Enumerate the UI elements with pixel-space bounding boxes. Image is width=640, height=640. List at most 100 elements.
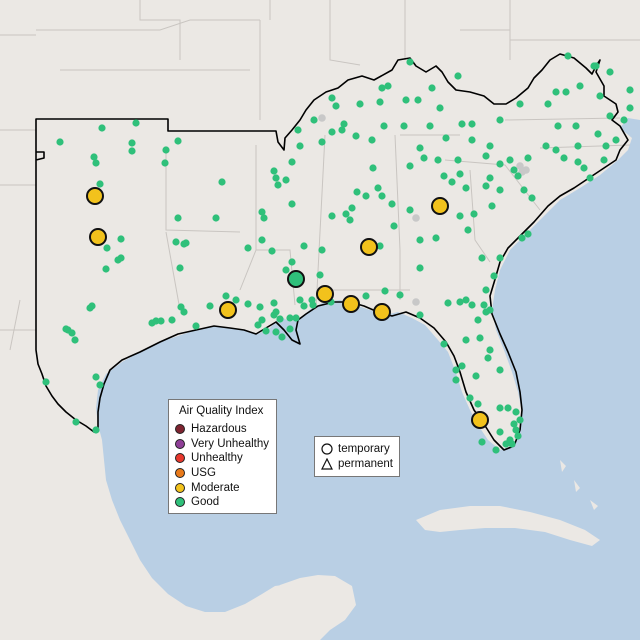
- good-site-marker[interactable]: [288, 200, 296, 208]
- good-site-marker[interactable]: [376, 242, 384, 250]
- good-site-marker[interactable]: [496, 404, 504, 412]
- good-site-marker[interactable]: [86, 304, 94, 312]
- good-site-marker[interactable]: [468, 301, 476, 309]
- good-site-marker[interactable]: [176, 264, 184, 272]
- good-site-marker[interactable]: [434, 156, 442, 164]
- good-site-marker[interactable]: [456, 170, 464, 178]
- good-site-marker[interactable]: [482, 286, 490, 294]
- good-site-marker[interactable]: [260, 214, 268, 222]
- good-site-marker[interactable]: [516, 416, 524, 424]
- good-site-marker[interactable]: [504, 404, 512, 412]
- good-site-marker[interactable]: [272, 308, 280, 316]
- good-site-marker[interactable]: [71, 336, 79, 344]
- good-site-marker[interactable]: [294, 126, 302, 134]
- good-site-marker[interactable]: [496, 428, 504, 436]
- good-site-marker[interactable]: [426, 122, 434, 130]
- moderate-site-marker[interactable]: [431, 197, 449, 215]
- good-site-marker[interactable]: [318, 246, 326, 254]
- moderate-site-marker[interactable]: [316, 285, 334, 303]
- good-site-marker[interactable]: [274, 181, 282, 189]
- good-site-marker[interactable]: [296, 142, 304, 150]
- good-site-marker[interactable]: [496, 254, 504, 262]
- good-site-marker[interactable]: [510, 420, 518, 428]
- good-site-marker[interactable]: [596, 92, 604, 100]
- good-site-marker[interactable]: [442, 134, 450, 142]
- good-site-marker[interactable]: [606, 112, 614, 120]
- good-site-marker[interactable]: [474, 400, 482, 408]
- good-site-marker[interactable]: [128, 139, 136, 147]
- good-site-marker[interactable]: [510, 166, 518, 174]
- good-site-marker[interactable]: [268, 247, 276, 255]
- good-site-marker[interactable]: [554, 122, 562, 130]
- good-site-marker[interactable]: [486, 142, 494, 150]
- good-site-marker[interactable]: [356, 100, 364, 108]
- good-site-marker[interactable]: [288, 258, 296, 266]
- good-site-marker[interactable]: [368, 136, 376, 144]
- good-site-marker[interactable]: [576, 82, 584, 90]
- good-site-marker[interactable]: [440, 340, 448, 348]
- good-site-marker[interactable]: [96, 381, 104, 389]
- good-site-marker[interactable]: [270, 167, 278, 175]
- good-site-marker[interactable]: [396, 291, 404, 299]
- good-site-marker[interactable]: [620, 116, 628, 124]
- good-site-marker[interactable]: [388, 200, 396, 208]
- good-site-marker[interactable]: [514, 172, 522, 180]
- good-site-marker[interactable]: [286, 325, 294, 333]
- good-site-marker[interactable]: [346, 216, 354, 224]
- good-site-marker[interactable]: [516, 100, 524, 108]
- inactive-site-marker[interactable]: [522, 166, 530, 174]
- good-site-marker[interactable]: [518, 234, 526, 242]
- good-site-marker[interactable]: [232, 296, 240, 304]
- good-site-marker[interactable]: [390, 222, 398, 230]
- good-site-marker[interactable]: [488, 202, 496, 210]
- good-site-marker[interactable]: [528, 194, 536, 202]
- good-site-marker[interactable]: [492, 446, 500, 454]
- good-site-marker[interactable]: [486, 174, 494, 182]
- good-site-marker[interactable]: [288, 158, 296, 166]
- good-site-marker[interactable]: [626, 86, 634, 94]
- good-site-marker[interactable]: [496, 186, 504, 194]
- good-site-marker[interactable]: [172, 238, 180, 246]
- good-site-marker[interactable]: [402, 96, 410, 104]
- good-site-marker[interactable]: [586, 174, 594, 182]
- good-site-marker[interactable]: [338, 126, 346, 134]
- good-site-marker[interactable]: [428, 84, 436, 92]
- good-site-marker[interactable]: [524, 230, 532, 238]
- good-site-marker[interactable]: [96, 180, 104, 188]
- good-site-marker[interactable]: [348, 204, 356, 212]
- good-site-marker[interactable]: [406, 206, 414, 214]
- good-site-marker[interactable]: [353, 188, 361, 196]
- good-temporary-site-marker[interactable]: [287, 270, 305, 288]
- good-site-marker[interactable]: [276, 315, 284, 323]
- good-site-marker[interactable]: [552, 88, 560, 96]
- good-site-marker[interactable]: [416, 311, 424, 319]
- good-site-marker[interactable]: [258, 316, 266, 324]
- moderate-site-marker[interactable]: [373, 303, 391, 321]
- good-site-marker[interactable]: [464, 226, 472, 234]
- good-site-marker[interactable]: [416, 144, 424, 152]
- good-site-marker[interactable]: [254, 321, 262, 329]
- good-site-marker[interactable]: [92, 373, 100, 381]
- good-site-marker[interactable]: [318, 138, 326, 146]
- good-site-marker[interactable]: [72, 418, 80, 426]
- good-site-marker[interactable]: [256, 303, 264, 311]
- good-site-marker[interactable]: [420, 154, 428, 162]
- good-site-marker[interactable]: [506, 156, 514, 164]
- good-site-marker[interactable]: [482, 152, 490, 160]
- good-site-marker[interactable]: [282, 266, 290, 274]
- good-site-marker[interactable]: [262, 327, 270, 335]
- good-site-marker[interactable]: [456, 212, 464, 220]
- good-site-marker[interactable]: [92, 426, 100, 434]
- good-site-marker[interactable]: [316, 271, 324, 279]
- good-site-marker[interactable]: [152, 317, 160, 325]
- good-site-marker[interactable]: [462, 336, 470, 344]
- good-site-marker[interactable]: [472, 372, 480, 380]
- good-site-marker[interactable]: [468, 136, 476, 144]
- good-site-marker[interactable]: [56, 138, 64, 146]
- good-site-marker[interactable]: [414, 96, 422, 104]
- good-site-marker[interactable]: [362, 192, 370, 200]
- inactive-site-marker[interactable]: [516, 162, 524, 170]
- good-site-marker[interactable]: [340, 120, 348, 128]
- good-site-marker[interactable]: [520, 186, 528, 194]
- good-site-marker[interactable]: [448, 178, 456, 186]
